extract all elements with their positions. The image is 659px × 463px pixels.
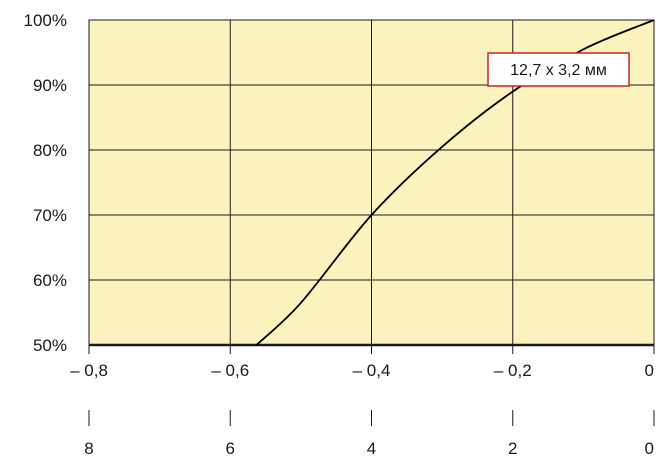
series-label-box (487, 52, 630, 87)
series-line (255, 19, 655, 346)
x-tick-label: – 0,8 (70, 361, 108, 380)
secondary-x-tick-label: 6 (226, 439, 235, 458)
x-tick-label: – 0,4 (353, 361, 391, 380)
x-axis-ticks: – 0,8 – 0,6 – 0,4 – 0,2 0 (70, 345, 655, 380)
y-tick-label: 60% (33, 271, 67, 290)
x-tick-label: – 0,6 (211, 361, 249, 380)
series-label-text: 12,7 x 3,2 мм (510, 62, 607, 79)
y-axis-ticks: 50% 60% 70% 80% 90% 100% (24, 11, 67, 355)
secondary-x-tick-label: 4 (367, 439, 376, 458)
y-tick-label: 90% (33, 76, 67, 95)
y-tick-label: 80% (33, 141, 67, 160)
y-tick-label: 70% (33, 206, 67, 225)
secondary-x-tick-label: 2 (508, 439, 517, 458)
series-group (255, 19, 655, 346)
secondary-x-axis-ticks: 8 6 4 2 0 (84, 410, 655, 458)
y-tick-label: 100% (24, 11, 67, 30)
y-tick-label: 50% (33, 336, 67, 355)
x-tick-label: 0 (645, 361, 654, 380)
secondary-x-tick-label: 8 (84, 439, 93, 458)
annotations: 12,7 x 3,2 мм (487, 52, 630, 87)
x-tick-label: – 0,2 (494, 361, 532, 380)
secondary-x-tick-label: 0 (645, 439, 654, 458)
grid-lines (88, 19, 655, 347)
series-label: 12,7 x 3,2 мм (487, 52, 630, 87)
